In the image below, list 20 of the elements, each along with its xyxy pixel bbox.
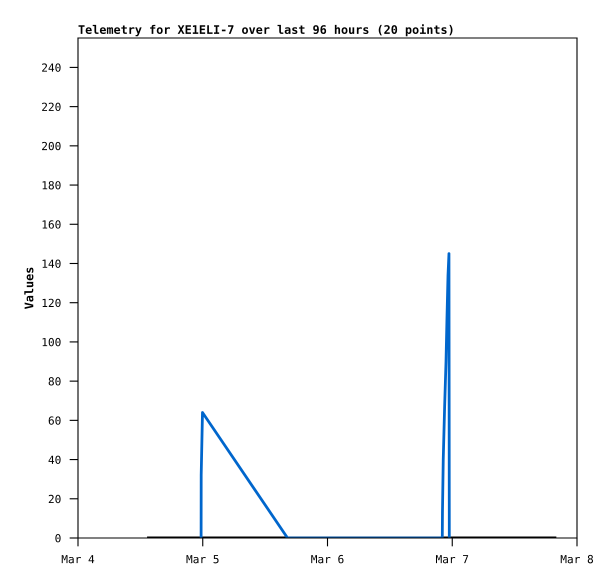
y-axis-title: Values (24, 268, 34, 309)
x-tick-label: Mar 7 (436, 555, 468, 564)
y-tick-label: 100 (42, 338, 61, 346)
x-tick-label: Mar 8 (560, 554, 594, 564)
y-tick-label: 0 (55, 534, 61, 542)
y-tick-label: 200 (42, 142, 61, 150)
y-tick-label: 80 (48, 377, 61, 386)
x-tick-label: Mar 6 (311, 554, 344, 564)
y-tick-label: 60 (48, 416, 61, 425)
y-tick-label: 240 (42, 63, 61, 72)
y-tick-label: 40 (48, 456, 61, 464)
y-tick-label: 160 (42, 220, 61, 229)
y-tick-label: 120 (42, 298, 61, 308)
x-tick-label: Mar 4 (62, 555, 94, 564)
y-tick-label: 180 (42, 181, 61, 190)
y-tick-label: 140 (42, 259, 61, 268)
x-tick-label: Mar 5 (186, 555, 219, 564)
y-tick-label: 220 (42, 102, 61, 112)
y-tick-label: 20 (48, 494, 61, 504)
chart-title: Telemetry for XE1ELI-7 over last 96 hours (20 points) (78, 24, 452, 36)
